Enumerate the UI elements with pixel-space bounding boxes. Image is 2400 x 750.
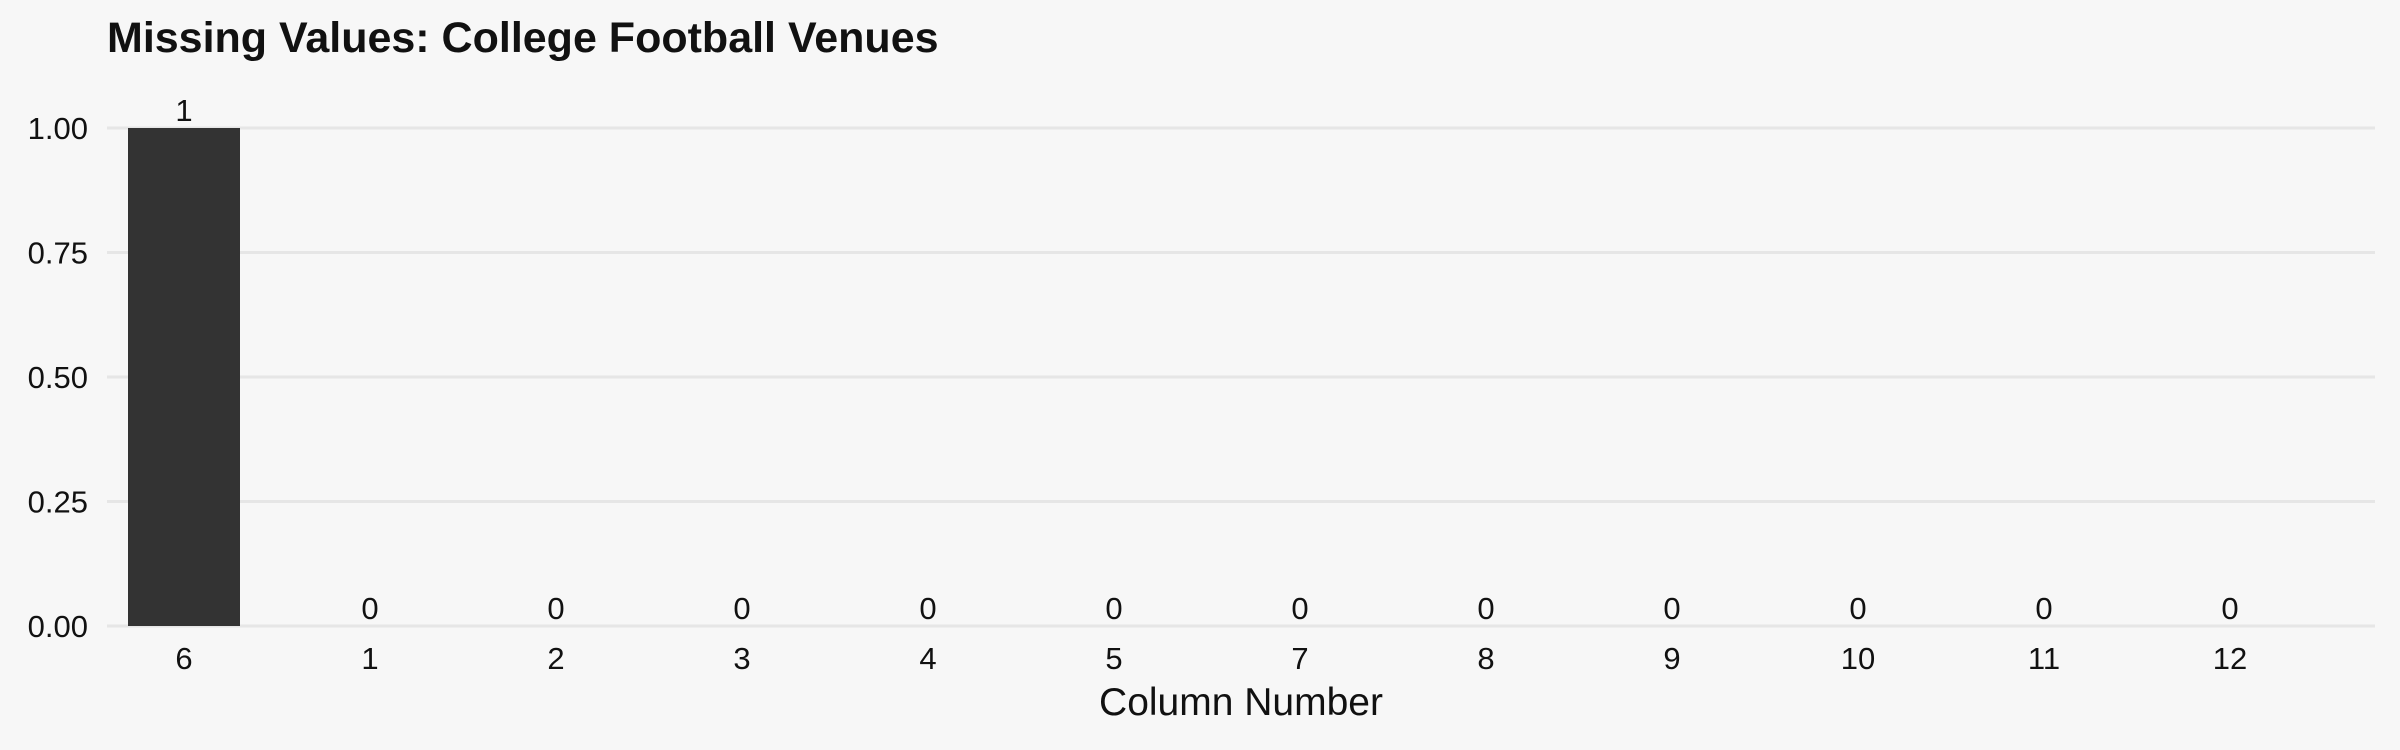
bar-data-label: 0 — [1849, 591, 1866, 626]
gridlines — [107, 126, 2375, 628]
bar-data-label: 0 — [547, 591, 564, 626]
y-tick-label: 0.25 — [28, 485, 88, 520]
x-axis-ticks: 6 1 2 3 4 5 7 8 9 10 11 12 — [175, 641, 2247, 676]
bar-data-label: 1 — [175, 93, 192, 128]
bar — [128, 128, 240, 626]
x-tick-label: 12 — [2213, 641, 2247, 676]
bar-data-label: 0 — [361, 591, 378, 626]
y-tick-label: 0.00 — [28, 609, 88, 644]
bar-data-label: 0 — [733, 591, 750, 626]
x-tick-label: 7 — [1291, 641, 1308, 676]
x-tick-label: 3 — [733, 641, 750, 676]
bar-data-label: 0 — [919, 591, 936, 626]
y-tick-label: 1.00 — [28, 111, 88, 146]
bar-data-label: 0 — [1663, 591, 1680, 626]
x-tick-label: 9 — [1663, 641, 1680, 676]
bar-data-label: 0 — [1291, 591, 1308, 626]
x-tick-label: 1 — [361, 641, 378, 676]
bar-data-label: 0 — [2035, 591, 2052, 626]
x-tick-label: 5 — [1105, 641, 1122, 676]
x-tick-label: 4 — [919, 641, 936, 676]
x-tick-label: 6 — [175, 641, 192, 676]
y-axis-ticks: 0.00 0.25 0.50 0.75 1.00 — [28, 111, 88, 644]
bar-data-labels: 1 0 0 0 0 0 0 0 0 0 0 0 — [175, 93, 2238, 626]
y-tick-label: 0.75 — [28, 236, 88, 271]
x-tick-label: 10 — [1841, 641, 1875, 676]
bar-data-label: 0 — [2221, 591, 2238, 626]
bar-data-label: 0 — [1105, 591, 1122, 626]
x-tick-label: 11 — [2028, 641, 2060, 676]
y-tick-label: 0.50 — [28, 360, 88, 395]
x-axis-title: Column Number — [1099, 681, 1383, 724]
x-tick-label: 8 — [1477, 641, 1494, 676]
bar-data-label: 0 — [1477, 591, 1494, 626]
bars — [128, 128, 240, 626]
chart-title: Missing Values: College Football Venues — [107, 14, 939, 62]
x-tick-label: 2 — [547, 641, 564, 676]
